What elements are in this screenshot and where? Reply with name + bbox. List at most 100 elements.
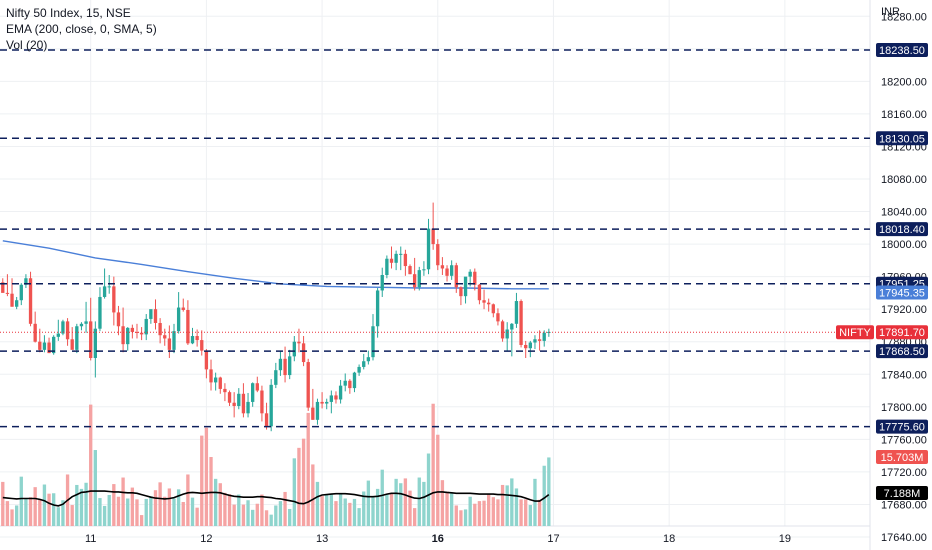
volume-bar [278, 501, 283, 526]
price-tick-label: 18040.00 [881, 207, 927, 219]
candle-body [385, 258, 389, 275]
volume-bar [505, 485, 509, 526]
volume-bar [121, 477, 125, 526]
candle-body [209, 369, 213, 383]
volume-bar [440, 480, 445, 526]
legend-symbol[interactable]: Nifty 50 Index, 15, NSE [6, 6, 131, 20]
volume-bar [301, 438, 306, 526]
volume-bar [528, 505, 532, 526]
candle-body [158, 323, 162, 336]
volume-bar [52, 493, 56, 526]
candle-body [338, 385, 343, 400]
volume-ma-tag-bg [876, 486, 928, 500]
price-tick-label: 18200.00 [881, 76, 927, 88]
candle-body [389, 258, 394, 263]
candle-body [144, 318, 148, 335]
candle-body [496, 313, 500, 322]
candle-body [315, 401, 320, 420]
volume-bar [241, 504, 246, 526]
candle-body [408, 266, 412, 275]
volume-bar [190, 497, 195, 526]
volume-bar [385, 494, 389, 526]
candle-body [436, 244, 440, 266]
volume-bar [163, 496, 167, 526]
candle-body [459, 287, 463, 297]
volume-bar [126, 498, 130, 526]
volume-bar [79, 488, 84, 526]
candle-body [500, 321, 505, 339]
candle-body [213, 377, 218, 383]
volume-bar [445, 491, 449, 526]
candle-body [14, 300, 19, 307]
time-tick-label: 17 [547, 533, 559, 545]
legend-ema[interactable]: EMA (200, close, 0, SMA, 5) [6, 22, 157, 36]
volume-bar [524, 499, 528, 526]
volume-bar [14, 505, 19, 526]
volume-bar [375, 488, 380, 526]
volume-bar [449, 492, 454, 526]
volume-bar [357, 508, 361, 526]
candle-body [505, 329, 509, 339]
candle-body [102, 286, 107, 297]
candle-body [176, 307, 181, 332]
candle-body [38, 341, 42, 350]
volume-bar [130, 487, 135, 526]
volume-bar [200, 435, 204, 526]
candle-body [153, 309, 158, 324]
candle-body [264, 413, 269, 427]
candle-body [65, 321, 70, 340]
candle-body [547, 331, 551, 333]
candle-body [246, 401, 250, 414]
volume-bar [542, 465, 546, 526]
candle-body [283, 358, 287, 376]
volume-bar [500, 484, 505, 526]
candle-body [218, 377, 222, 389]
candle-body [334, 395, 338, 400]
volume-bar [510, 478, 514, 526]
volume-bar [482, 500, 486, 526]
volume-bar [408, 490, 412, 526]
time-tick-label: 12 [200, 533, 212, 545]
candle-body [514, 301, 519, 324]
volume-bar [5, 501, 10, 526]
candle-body [297, 341, 301, 344]
candle-body [47, 342, 51, 354]
volume-bar [519, 499, 523, 526]
volume-bar [459, 510, 463, 526]
level-price-tag-bg [876, 131, 928, 146]
volume-bar [70, 505, 74, 526]
volume-bar [33, 487, 37, 526]
candle-body [454, 265, 458, 288]
candle-body [251, 383, 255, 402]
candle-body [28, 278, 33, 324]
level-price-tag-bg [876, 419, 928, 434]
candle-body [301, 343, 306, 363]
volume-ma-tag: 7.188M [884, 488, 921, 500]
horizontal-levels[interactable] [0, 49, 870, 428]
volume-bar [288, 508, 292, 526]
candle-body [116, 312, 121, 327]
candle-body [84, 321, 88, 324]
volume-bar [491, 497, 495, 526]
candle-body [537, 339, 542, 341]
chart-legend[interactable]: Nifty 50 Index, 15, NSE EMA (200, close,… [6, 5, 157, 53]
time-tick-label: 16 [432, 533, 444, 545]
volume-bar [325, 494, 329, 526]
volume-bar [315, 481, 320, 526]
level-price-tag: 18018.40 [879, 224, 925, 236]
volume-bar [274, 505, 278, 526]
time-axis[interactable]: 11 12 13 16 17 18 19 [85, 533, 791, 545]
price-axis[interactable]: 18280.0018240.0018200.0018160.0018120.00… [881, 11, 927, 544]
volume-bar [84, 482, 88, 526]
volume-bar [514, 488, 519, 526]
candle-body [223, 388, 227, 393]
symbol-tag: NIFTY [839, 327, 871, 339]
price-tick-label: 17840.00 [881, 369, 927, 381]
candle-body [149, 309, 153, 319]
volume-bar [218, 483, 222, 526]
volume-bar [454, 505, 458, 526]
candle-body [288, 356, 292, 376]
legend-volume[interactable]: Vol (20) [6, 38, 48, 52]
volume-bar [468, 496, 472, 526]
